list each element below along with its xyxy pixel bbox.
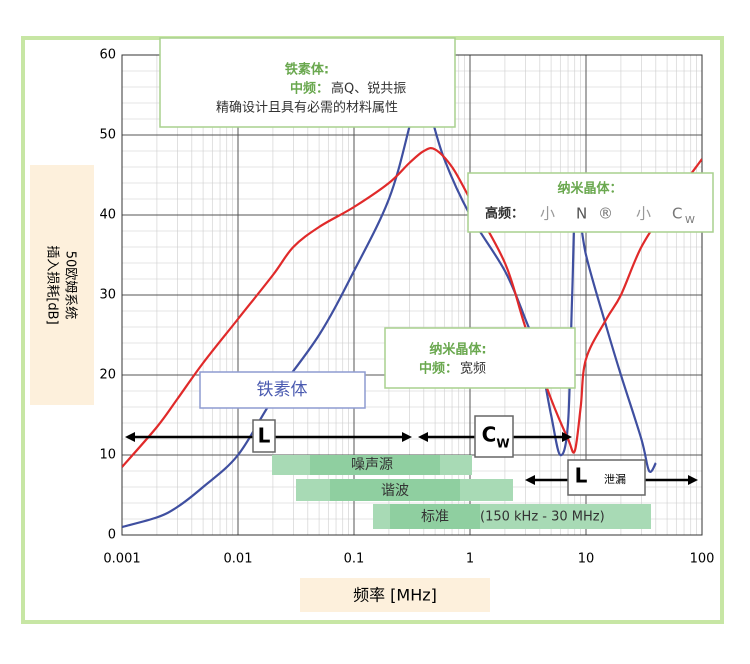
annotation-text: 标准	[421, 509, 449, 525]
annotation-text: 纳米晶体:	[429, 342, 486, 358]
annotation-text: ®	[598, 205, 613, 223]
annotation-text: 噪声源	[351, 457, 393, 473]
x-label-bg	[300, 578, 490, 612]
band-core	[330, 479, 460, 501]
annotation-box	[467, 172, 714, 233]
x-tick-label: 0.1	[344, 552, 365, 567]
annotation-box	[252, 419, 276, 453]
y-tick-label: 10	[99, 448, 116, 463]
annotation-text: 中频：	[290, 81, 329, 97]
annotation-box	[567, 459, 646, 496]
x-tick-label: 1	[466, 552, 474, 567]
annotation-box	[384, 327, 576, 389]
annotation-text: L	[575, 464, 588, 488]
y-axis-label: 插入损耗[dB]	[45, 245, 60, 324]
annotation-text: 铁素体:	[284, 62, 329, 78]
annotation-text: C	[482, 423, 497, 447]
x-axis-label: 频率 [MHz]	[353, 586, 437, 605]
y-tick-label: 60	[99, 48, 116, 63]
annotation-text: 小	[540, 205, 555, 223]
annotation-text: 泄漏	[604, 473, 626, 486]
annotation-text: N	[576, 205, 587, 223]
y-tick-label: 50	[99, 128, 116, 143]
y-tick-label: 0	[108, 528, 116, 543]
annotation-text: 铁素体	[257, 380, 308, 400]
band-core	[310, 455, 440, 475]
y-tick-label: 40	[99, 208, 116, 223]
series-line	[122, 77, 657, 529]
annotation-text: 纳米晶体：	[557, 181, 622, 197]
x-tick-label: 0.001	[103, 552, 140, 567]
annotation-text: 高Q、锐共振	[331, 81, 406, 97]
x-tick-label: 10	[578, 552, 595, 567]
y-tick-label: 20	[99, 368, 116, 383]
annotation-box	[159, 37, 456, 128]
annotation-text: 谐波	[381, 483, 409, 499]
series-line	[122, 147, 702, 468]
annotation-text: 小	[636, 205, 651, 223]
annotation-text: C	[672, 205, 682, 223]
annotation-box	[199, 371, 366, 409]
y-tick-label: 30	[99, 288, 116, 303]
y-axis-label: 50欧姆系统	[63, 251, 78, 320]
annotation-text: 高频：	[485, 206, 524, 222]
annotation-text: 精确设计且具有必需的材料属性	[216, 100, 398, 116]
annotation-text: W	[496, 437, 509, 451]
x-tick-label: 0.01	[224, 552, 253, 567]
band-core	[390, 504, 480, 529]
annotation-text: L	[258, 424, 271, 448]
annotation-text: 中频：	[419, 361, 458, 377]
annotation-text: 宽频	[460, 361, 486, 377]
annotation-text: (150 kHz - 30 MHz)	[480, 510, 605, 525]
annotation-box	[474, 415, 514, 458]
annotation-text: W	[685, 215, 695, 226]
y-label-bg	[30, 165, 94, 405]
x-tick-label: 100	[690, 552, 715, 567]
